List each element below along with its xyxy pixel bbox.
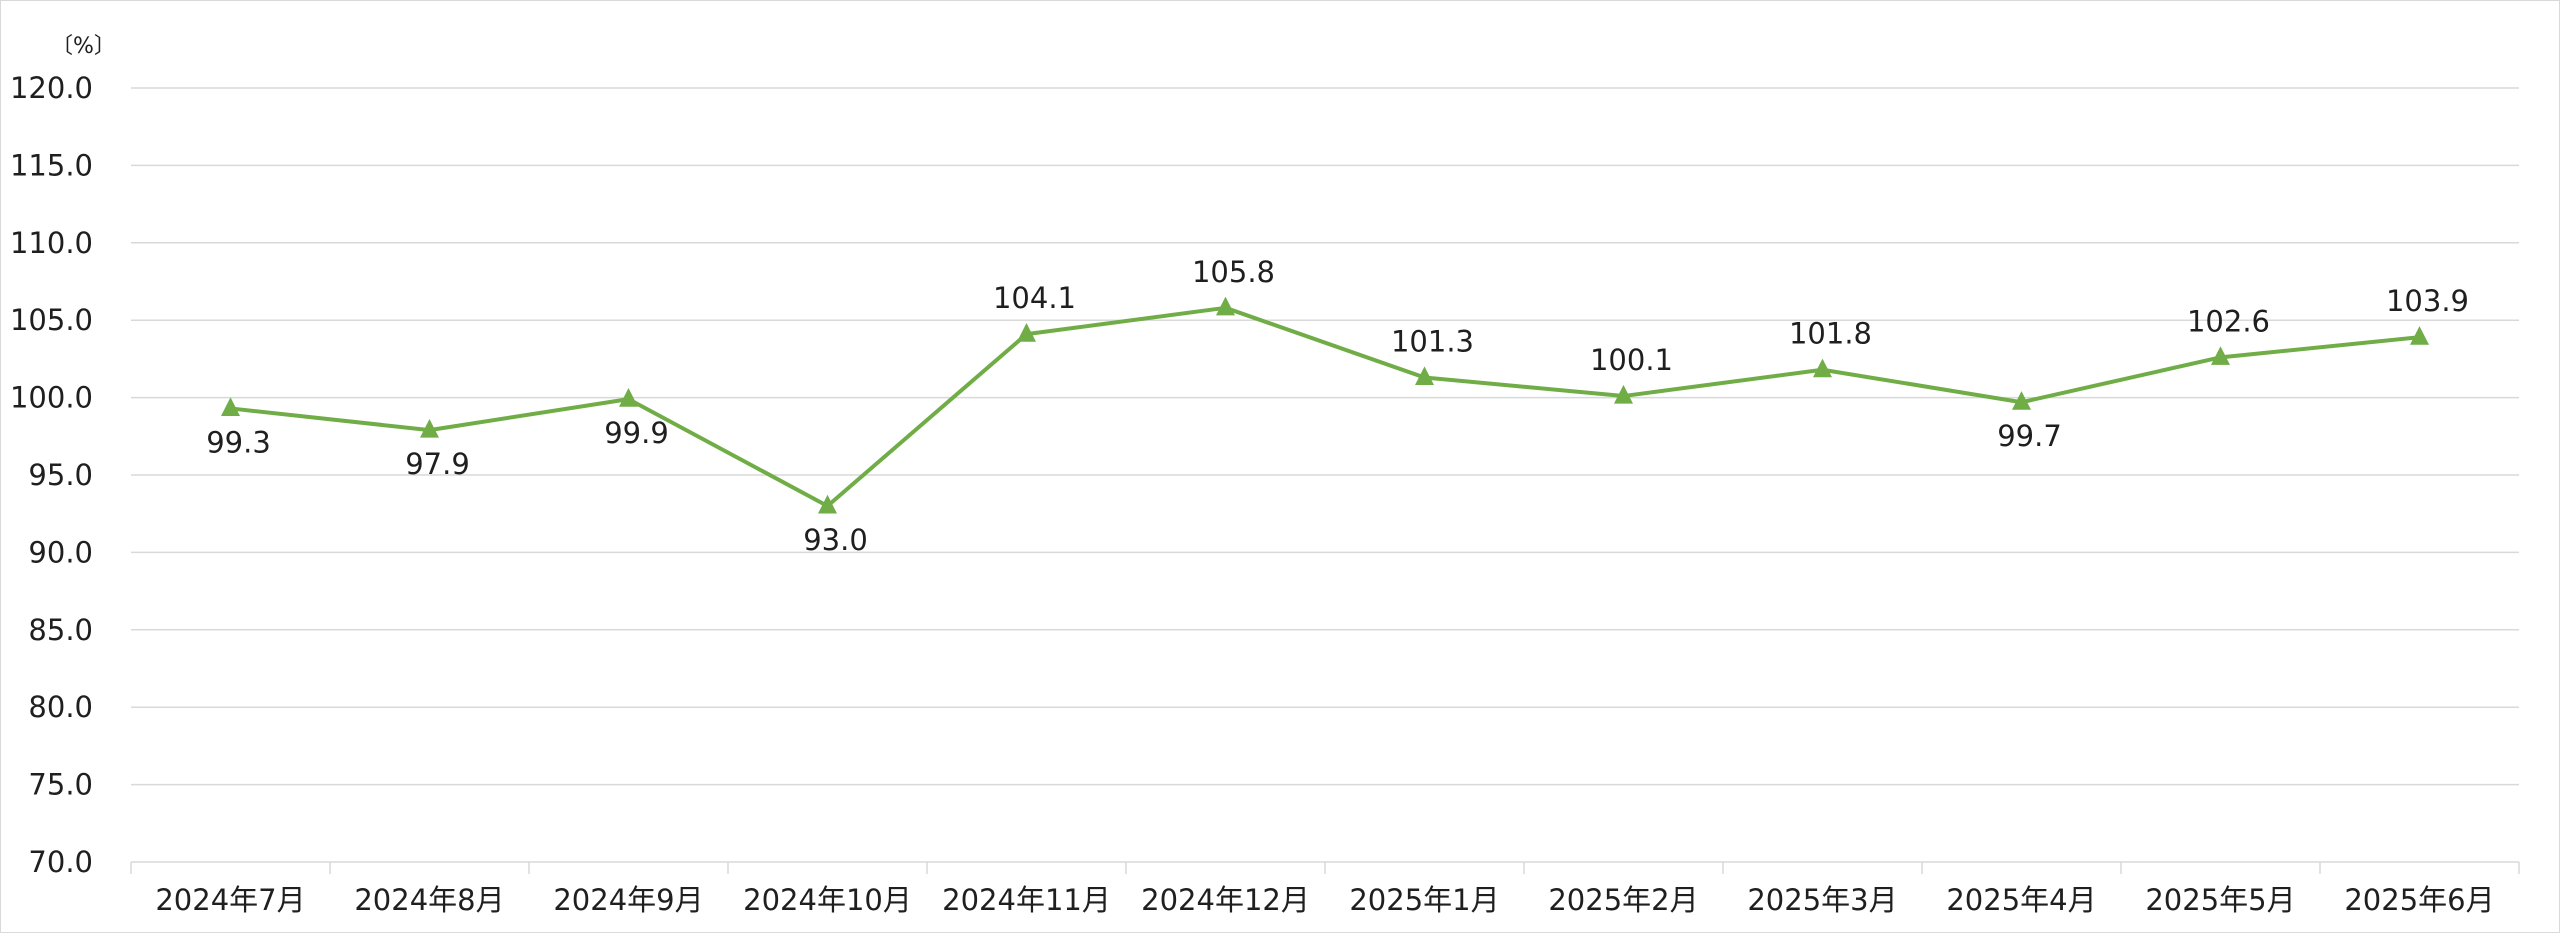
y-tick-label: 105.0 [10,303,93,337]
data-label: 103.9 [2386,284,2469,318]
y-tick-label: 115.0 [10,148,93,182]
x-tick-label: 2025年5月 [2145,883,2295,917]
series-line [230,305,2420,508]
data-point-marker [1017,322,1036,342]
data-point-marker [420,418,439,438]
y-tick-label: 100.0 [10,381,93,415]
data-label: 99.7 [1997,419,2062,453]
x-tick-label: 2025年2月 [1548,883,1698,917]
series-group: 99.3 97.9 99.9 93.0 104.1 105.8 101.3 100.1 101.… [206,255,2469,557]
gridlines [131,87,2519,863]
data-label: 101.3 [1391,324,1474,358]
x-tick-label: 2024年7月 [155,883,305,917]
data-point-marker [2012,391,2031,410]
y-axis-unit-label: 〔%〕 [51,34,116,59]
y-tick-label: 110.0 [10,226,93,260]
data-label: 104.1 [993,281,1076,315]
data-point-marker [818,494,837,514]
y-tick-label: 70.0 [28,845,93,879]
y-tick-label: 95.0 [28,458,93,492]
y-tick-label: 90.0 [28,535,93,569]
data-point-marker [1216,296,1235,316]
data-label: 101.8 [1789,317,1872,351]
data-label: 100.1 [1590,343,1673,377]
x-tick-label: 2024年8月 [354,883,504,917]
x-tick-label: 2024年9月 [553,883,703,917]
data-point-marker [2211,346,2230,365]
y-tick-label: 80.0 [28,690,93,724]
data-point-marker [221,397,240,416]
data-label: 93.0 [803,523,868,557]
y-tick-label: 75.0 [28,768,93,802]
data-point-marker [1813,358,1832,378]
x-axis: 2024年7月 2024年8月 2024年9月 2024年10月 2024年11月 202… [130,862,2520,917]
y-tick-label: 85.0 [28,613,93,647]
x-tick-label: 2024年12月 [1141,883,1310,917]
data-label: 105.8 [1192,255,1275,289]
data-label: 102.6 [2187,304,2270,338]
x-tick-label: 2025年1月 [1349,883,1499,917]
x-tick-label: 2024年10月 [743,883,912,917]
y-tick-label: 120.0 [10,71,93,105]
x-tick-label: 2025年6月 [2344,883,2494,917]
data-point-marker [1415,366,1434,386]
data-label: 97.9 [405,447,470,481]
data-label: 99.3 [206,425,271,459]
data-point-marker [619,387,638,407]
x-tick-label: 2025年4月 [1946,883,2096,917]
data-point-marker [2410,326,2429,345]
data-point-marker [1614,384,1633,404]
y-axis-tick-labels: 70.0 75.0 80.0 85.0 90.0 95.0 100.0 105.0 110.0 1… [10,71,93,879]
data-label: 99.9 [604,416,669,450]
x-tick-label: 2024年11月 [942,883,1111,917]
x-tick-label: 2025年3月 [1747,883,1897,917]
